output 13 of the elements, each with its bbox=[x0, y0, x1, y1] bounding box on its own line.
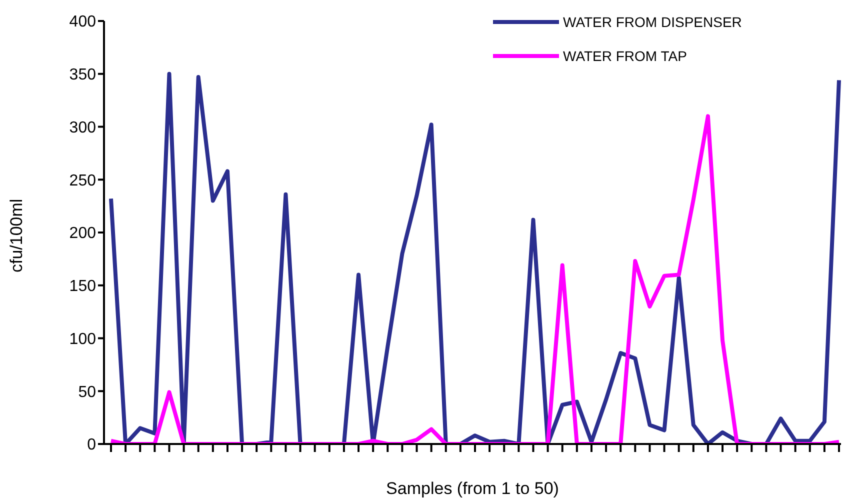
y-tick-label: 100 bbox=[69, 330, 96, 348]
legend-label: WATER FROM DISPENSER bbox=[563, 14, 742, 30]
y-tick-label: 150 bbox=[69, 278, 96, 296]
y-tick-label: 300 bbox=[69, 119, 96, 136]
y-tick-label: 50 bbox=[78, 384, 96, 401]
y-tick-label: 350 bbox=[69, 66, 96, 84]
legend-label: WATER FROM TAP bbox=[563, 48, 687, 64]
y-axis-title: cfu/100ml bbox=[7, 198, 26, 272]
y-tick-label: 250 bbox=[69, 172, 96, 190]
y-tick-label: 400 bbox=[69, 14, 96, 31]
y-tick-label: 200 bbox=[69, 225, 96, 242]
x-axis-title: Samples (from 1 to 50) bbox=[386, 479, 559, 498]
y-tick-label: 0 bbox=[87, 436, 96, 454]
